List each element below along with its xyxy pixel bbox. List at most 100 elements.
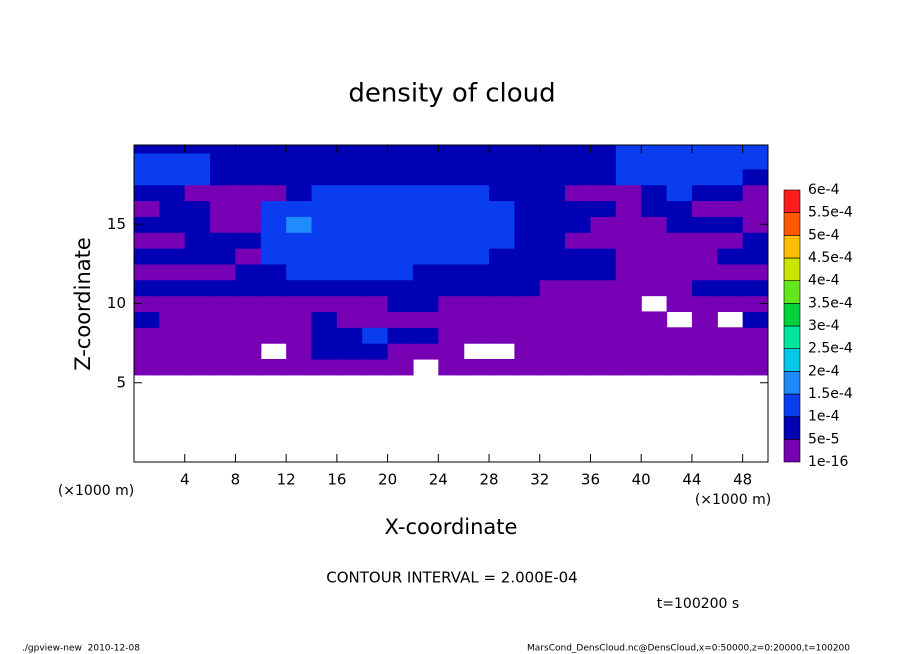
field-cell: [539, 200, 566, 217]
colorbar-label: 2e-4: [808, 363, 840, 379]
field-cell: [387, 279, 414, 297]
field-cell: [539, 279, 566, 297]
field-cell: [387, 358, 414, 376]
field-cell: [742, 152, 768, 170]
field-cell: [438, 216, 465, 233]
field-cell: [260, 168, 287, 186]
field-cell: [590, 152, 617, 170]
y-unit-label: (×1000 m): [58, 483, 134, 499]
field-cell: [666, 327, 693, 344]
field-cell: [134, 248, 160, 265]
field-cell: [260, 279, 287, 297]
field-cell: [362, 248, 389, 265]
x-tick-label: 48: [733, 471, 752, 489]
field-cell: [235, 168, 262, 186]
field-cell: [489, 311, 515, 328]
field-cell: [691, 216, 718, 233]
field-cell: [742, 279, 768, 297]
field-cell: [362, 343, 389, 360]
field-cell: [134, 184, 160, 202]
field-cell: [387, 168, 414, 186]
field-cell: [235, 263, 262, 281]
field-cell: [590, 200, 617, 217]
field-cell: [210, 216, 237, 233]
field-cell: [362, 311, 389, 328]
field-cell: [336, 358, 363, 376]
field-cell: [514, 145, 541, 154]
field-cell: [412, 295, 439, 313]
field-cell: [438, 200, 465, 217]
field-cell: [717, 279, 744, 297]
field-cell: [463, 168, 490, 186]
field-cell: [691, 232, 718, 249]
field-cell: [235, 184, 262, 202]
field-cell: [134, 152, 160, 170]
y-tick-label: 15: [107, 215, 126, 233]
field-cell: [260, 216, 287, 233]
field-cell: [641, 248, 668, 265]
field-cell: [362, 216, 389, 233]
contour-field: [134, 145, 768, 376]
field-cell: [336, 145, 363, 154]
field-cell: [134, 200, 160, 217]
colorbar-box: [783, 439, 801, 463]
field-cell: [539, 327, 566, 344]
colorbar-box: [783, 212, 801, 236]
field-cell: [438, 184, 465, 202]
field-cell: [311, 327, 338, 344]
field-cell: [539, 216, 566, 233]
field-cell: [742, 327, 768, 344]
field-cell: [641, 145, 668, 154]
field-cell: [590, 311, 617, 328]
field-cell: [666, 168, 693, 186]
field-cell: [362, 232, 389, 249]
field-cell: [539, 343, 566, 360]
field-cell: [438, 358, 465, 376]
field-cell: [184, 295, 211, 313]
field-cell: [134, 343, 160, 360]
field-cell: [717, 327, 744, 344]
field-cell: [311, 216, 338, 233]
field-cell: [336, 232, 363, 249]
x-tick-label: 44: [682, 471, 701, 489]
field-cell: [311, 145, 338, 154]
field-cell: [615, 168, 642, 186]
field-cell: [615, 311, 642, 328]
field-cell: [691, 248, 718, 265]
footer-left: ./gpview-new 2010-12-08: [22, 644, 140, 654]
field-cell: [438, 311, 465, 328]
field-cell: [717, 343, 744, 360]
colorbar-box: [783, 303, 801, 327]
field-cell: [666, 248, 693, 265]
field-cell: [742, 358, 768, 376]
field-cell: [134, 263, 160, 281]
field-cell: [514, 327, 541, 344]
field-cell: [184, 327, 211, 344]
field-cell: [691, 263, 718, 281]
field-cell: [514, 232, 541, 249]
footer-right: MarsCond_DensCloud.nc@DensCloud,x=0:5000…: [527, 644, 850, 654]
field-cell: [717, 248, 744, 265]
field-cell: [260, 263, 287, 281]
field-cell: [311, 311, 338, 328]
field-cell: [311, 358, 338, 376]
field-cell: [235, 248, 262, 265]
field-cell: [590, 358, 617, 376]
field-cell: [742, 248, 768, 265]
field-cell: [159, 311, 186, 328]
field-cell: [615, 152, 642, 170]
field-cell: [362, 263, 389, 281]
field-cell: [311, 184, 338, 202]
field-cell: [463, 152, 490, 170]
field-cell: [438, 327, 465, 344]
field-cell: [387, 248, 414, 265]
field-cell: [641, 358, 668, 376]
field-cell: [691, 279, 718, 297]
field-cell: [134, 145, 160, 154]
field-cell: [362, 358, 389, 376]
field-cell: [260, 152, 287, 170]
field-cell: [489, 248, 515, 265]
colorbar-box: [783, 371, 801, 395]
field-cell: [362, 184, 389, 202]
field-cell: [210, 327, 237, 344]
